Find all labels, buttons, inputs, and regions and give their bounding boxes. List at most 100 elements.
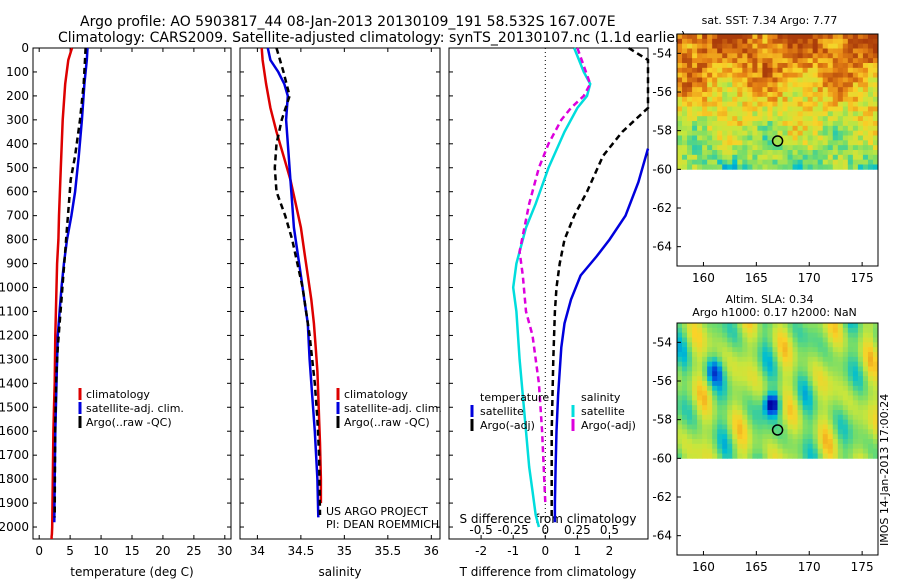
sst_map-cell (712, 125, 718, 132)
sst_map-cell (722, 72, 728, 78)
sla_map-cell (757, 323, 763, 329)
sst_map-cell (802, 58, 809, 64)
sla_map-cell (797, 361, 804, 367)
sla_map-cell (862, 424, 869, 430)
sla_map-cell (802, 361, 809, 367)
sla_map-cell (737, 419, 743, 425)
sla_map-cell (702, 443, 708, 450)
sst_map-cell (742, 116, 748, 122)
sst_map-cell (842, 116, 849, 122)
sla_map-cell (712, 337, 718, 343)
sla_map-cell (687, 453, 693, 459)
sla_map-cell (812, 419, 819, 425)
sst_map-cell (817, 43, 824, 49)
sla_map-cell (832, 405, 839, 411)
sla_map-cell (727, 332, 733, 338)
sla_map-cell (817, 323, 824, 329)
sst_map-cell (727, 87, 733, 93)
sla_map-cell (822, 323, 829, 329)
sla_map-cell (762, 323, 768, 329)
sst_map-cell (817, 145, 824, 151)
sla_map-cell (682, 337, 688, 343)
sst_map-cell (807, 72, 814, 78)
sst_map-cell (802, 48, 809, 54)
sla_map-cell (787, 443, 793, 450)
sst_map-cell (837, 130, 844, 136)
sla_map-cell (822, 424, 829, 430)
sst_map-cell (857, 164, 864, 170)
sst_map-cell (812, 125, 819, 132)
sst_map-cell (702, 38, 708, 45)
sst_map-cell (802, 87, 809, 93)
sla_map-cell (842, 434, 849, 440)
sla_map-cell (767, 323, 773, 329)
sst_map-cell (827, 67, 834, 74)
sla_map-cell (697, 385, 703, 392)
sla_map-cell (692, 448, 698, 454)
sst_map-cell (752, 82, 758, 88)
sla_map-cell (842, 443, 849, 450)
sla_map-cell (687, 347, 693, 353)
sla_map-cell (737, 448, 743, 454)
sst_map-cell (722, 121, 728, 127)
sst_map-cell (832, 121, 839, 127)
sla_map-cell (767, 419, 773, 425)
sst_map-cell (837, 116, 844, 122)
sst_map-cell (852, 159, 859, 165)
sst_map-cell (867, 77, 874, 83)
sst_map-cell (842, 58, 849, 64)
sst_map-cell (827, 121, 834, 127)
sla_map-cell (697, 419, 703, 425)
sst_map-cell (722, 154, 728, 161)
sst_map-cell (762, 77, 768, 83)
sla_map-cell (762, 356, 768, 363)
sla_map-cell (812, 410, 819, 416)
sla_map-cell (677, 356, 683, 363)
sst_map-cell (837, 106, 844, 112)
sla_map-cell (797, 347, 804, 353)
sst_map-cell (762, 38, 768, 45)
sst_map-cell (677, 125, 683, 132)
sst_map-cell (767, 140, 773, 146)
sst_map-cell (827, 164, 834, 170)
sst_map-cell (762, 67, 768, 74)
sla_map-cell (737, 366, 743, 372)
sst_map-cell (782, 67, 788, 74)
sst_map-cell (807, 53, 814, 59)
sst_map-cell (772, 67, 778, 74)
sst_map-cell (742, 159, 748, 165)
sst_map-cell (807, 43, 814, 49)
sla_map-cell (777, 429, 783, 435)
sla_map-cell (807, 352, 814, 358)
sst_map-cell (847, 58, 854, 64)
sla_map-cell (767, 356, 773, 363)
sst_map-cell (702, 150, 708, 156)
sst_map-cell (702, 96, 708, 103)
sst_map-cell (867, 164, 874, 170)
sla_map-cell (832, 390, 839, 396)
sla_map-cell (787, 414, 793, 421)
sst_map-cell (822, 145, 829, 151)
sla_map-cell (867, 448, 874, 454)
sst_map-cell (677, 150, 683, 156)
sla_map-cell (862, 361, 869, 367)
sla_map-cell (812, 448, 819, 454)
sla_map-cell (692, 439, 698, 445)
sst_map-cell (832, 96, 839, 103)
sst_map-cell (832, 116, 839, 122)
sla_map-xtick-label: 175 (851, 560, 874, 574)
sla_map-cell (787, 390, 793, 396)
sla_map-cell (692, 332, 698, 338)
sla_map-xtick-label: 160 (692, 560, 715, 574)
sst_map-cell (827, 72, 834, 78)
sla_map-cell (787, 323, 793, 329)
sst_map-cell (867, 72, 874, 78)
sst_map-cell (737, 34, 743, 40)
sla_map-cell (747, 366, 753, 372)
sst_map-cell (677, 82, 683, 88)
temperature-ytick-label: 500 (6, 161, 29, 175)
sla_map-cell (777, 332, 783, 338)
sst_map-cell (732, 130, 738, 136)
sst_map-cell (712, 53, 718, 59)
sst_map-cell (862, 48, 869, 54)
